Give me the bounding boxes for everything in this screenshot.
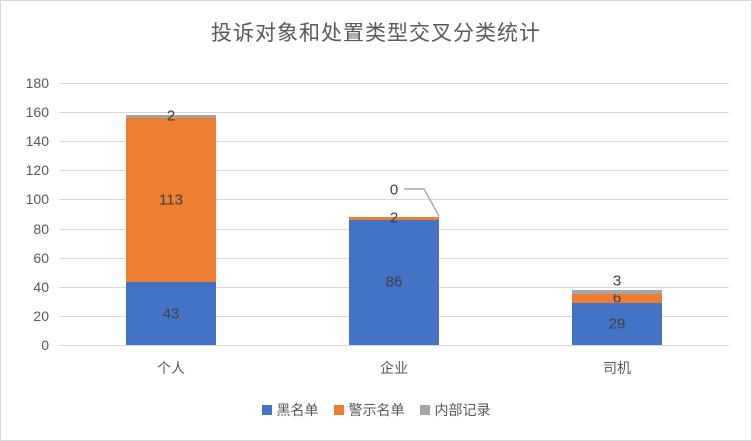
- y-axis-tick-label: 140: [25, 133, 49, 149]
- data-label-warning-list-individual: 113: [159, 191, 183, 209]
- legend-swatch-warning-list-icon: [333, 405, 344, 415]
- data-label-blacklist-enterprise: 86: [385, 273, 403, 291]
- gridline: [59, 141, 729, 142]
- y-axis-tick-label: 60: [33, 250, 49, 266]
- legend-label-blacklist: 黑名单: [276, 402, 319, 418]
- gridline: [59, 112, 729, 113]
- legend-swatch-blacklist-icon: [261, 405, 272, 415]
- data-label-internal-record-driver: 3: [612, 272, 622, 290]
- y-axis-tick-label: 80: [33, 221, 49, 237]
- bar-segment-internal-record-driver: [572, 290, 662, 294]
- gridline: [59, 199, 729, 200]
- x-axis-label-enterprise: 企业: [380, 360, 408, 376]
- gridline: [59, 345, 729, 346]
- gridline: [59, 170, 729, 171]
- chart-title: 投诉对象和处置类型交叉分类统计: [211, 22, 541, 45]
- y-axis-tick-label: 0: [41, 337, 49, 353]
- data-label-blacklist-individual: 43: [162, 305, 180, 323]
- bar-segment-internal-record-individual: [126, 115, 216, 118]
- bar-segment-warning-list-individual: [126, 118, 216, 282]
- bar-segment-blacklist-individual: [126, 282, 216, 345]
- y-axis-tick-label: 160: [25, 104, 49, 120]
- x-axis-label-individual: 个人: [157, 360, 185, 376]
- y-axis-tick-label: 40: [33, 279, 49, 295]
- gridline: [59, 83, 729, 84]
- x-axis-label-driver: 司机: [603, 360, 631, 376]
- y-axis-tick-label: 120: [25, 162, 49, 178]
- y-axis-tick-label: 180: [25, 75, 49, 91]
- data-label-internal-record-individual: 2: [166, 107, 176, 125]
- data-label-warning-list-enterprise: 2: [389, 209, 399, 227]
- legend-item-warning-list: 警示名单: [333, 400, 405, 420]
- legend-label-warning-list: 警示名单: [348, 402, 405, 418]
- legend-item-blacklist: 黑名单: [261, 400, 319, 420]
- bar-segment-blacklist-driver: [572, 303, 662, 345]
- legend-item-internal-record: 内部记录: [419, 400, 491, 420]
- bar-segment-warning-list-driver: [572, 294, 662, 303]
- legend-swatch-internal-record-icon: [419, 405, 430, 415]
- data-label-warning-list-driver: 6: [612, 289, 622, 307]
- leader-line-segment: [404, 188, 440, 217]
- data-label-blacklist-driver: 29: [608, 315, 626, 333]
- bar-segment-blacklist-enterprise: [349, 220, 439, 345]
- y-axis-tick-label: 100: [25, 191, 49, 207]
- legend: 黑名单 警示名单 内部记录: [1, 400, 751, 420]
- bar-segment-warning-list-enterprise: [349, 217, 439, 220]
- legend-label-internal-record: 内部记录: [434, 402, 491, 418]
- data-label-internal-record-enterprise: 0: [389, 181, 399, 199]
- y-axis-tick-label: 20: [33, 308, 49, 324]
